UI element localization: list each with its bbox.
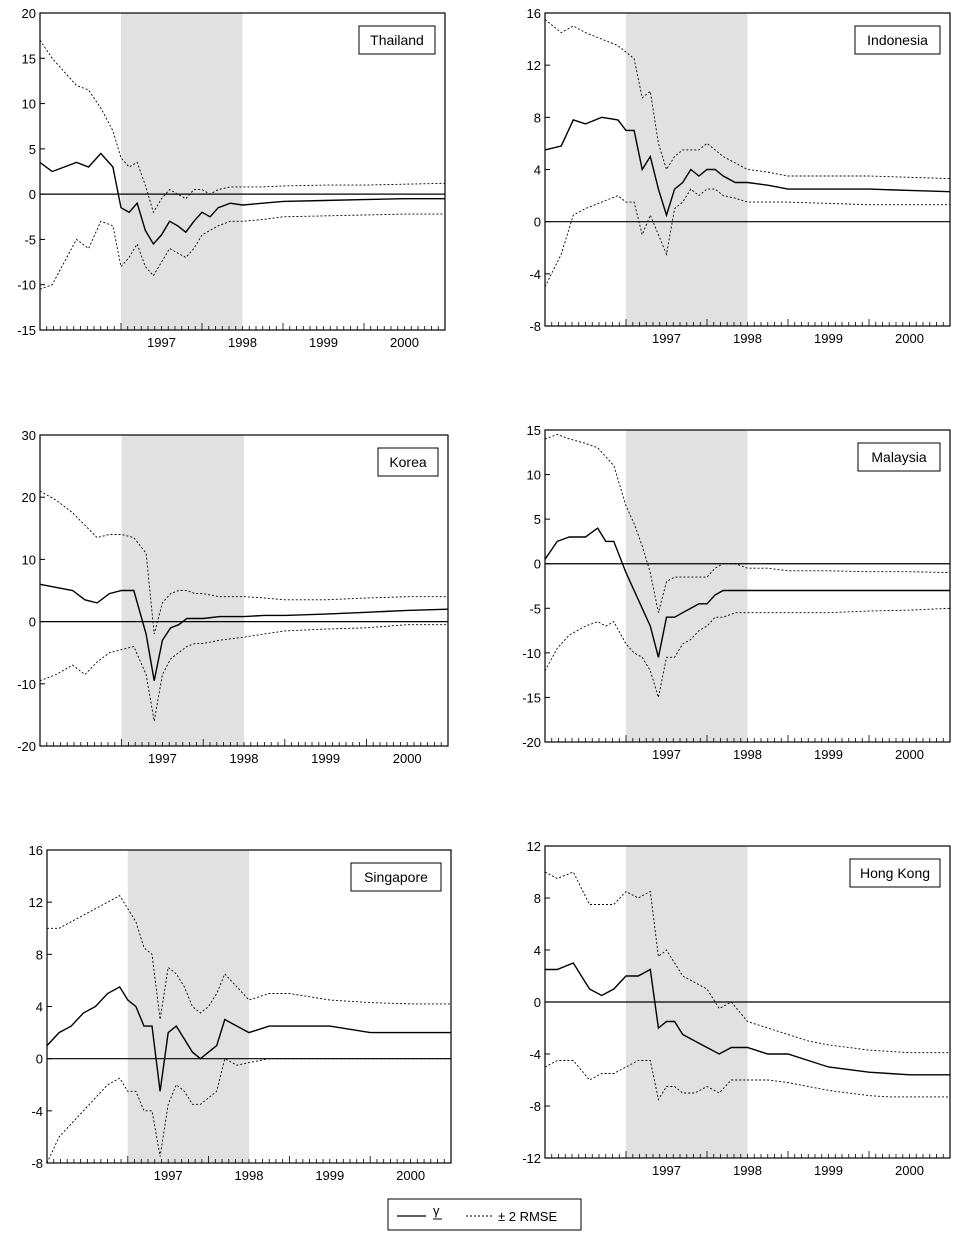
x-tick-label: 2000 [396,1168,425,1183]
shaded-period [121,13,243,330]
y-tick-label: 0 [29,187,36,202]
y-tick-label: -4 [31,1104,43,1119]
panel-malaysia: -20 -15 -10 -5 0 5 10 15 1997 1998 1999 2000 Malaysi… [522,423,950,762]
y-tick-label: 16 [29,843,43,858]
x-tick-label: 2000 [895,1163,924,1178]
y-tick-label: 4 [534,163,541,178]
x-tick-label: 2000 [895,747,924,762]
y-tick-label: -20 [17,739,36,754]
panel-thailand: -15 -10 -5 0 5 10 15 20 1997 1998 1999 2000 Thailand [17,6,445,350]
y-tick-label: 0 [534,557,541,572]
x-tick-label: 1997 [652,1163,681,1178]
y-tick-label: 30 [22,428,36,443]
y-tick-label: 5 [534,512,541,527]
x-tick-label: 2000 [390,335,419,350]
y-tick-label: -20 [522,735,541,750]
shaded-period [128,850,249,1163]
shaded-period [626,430,748,742]
y-tick-label: -4 [529,1047,541,1062]
y-tick-label: 10 [22,97,36,112]
y-tick-label: 12 [527,58,541,73]
x-tick-label: 1998 [733,1163,762,1178]
x-tick-label: 1999 [814,331,843,346]
x-tick-label: 1998 [733,331,762,346]
x-tick-label: 1997 [652,747,681,762]
y-tick-label: 8 [534,110,541,125]
x-tick-label: 1997 [652,331,681,346]
panel-hong-kong: -12 -8 -4 0 4 8 12 1997 1998 1999 2000 Hong Kong [522,839,950,1178]
panel-title: Malaysia [871,449,926,465]
x-tick-label: 1997 [147,335,176,350]
y-tick-label: 8 [36,947,43,962]
legend-band-label: ± 2 RMSE [498,1209,557,1224]
y-tick-label: -10 [522,646,541,661]
y-tick-label: 20 [22,6,36,21]
y-tick-label: -15 [17,323,36,338]
panel-title: Indonesia [867,32,928,48]
y-tick-label: 8 [534,891,541,906]
panel-singapore: -8 -4 0 4 8 12 16 1997 1998 1999 2000 Singapore [29,843,451,1183]
y-tick-label: -8 [31,1156,43,1171]
y-tick-label: -5 [529,601,541,616]
x-tick-label: 1998 [228,335,257,350]
legend-line-label: γ [433,1203,440,1218]
y-tick-label: 16 [527,6,541,21]
panel-title: Hong Kong [860,865,930,881]
y-tick-label: -5 [24,232,36,247]
x-tick-label: 1999 [814,1163,843,1178]
y-tick-label: 10 [22,552,36,567]
x-tick-label: 1997 [148,751,177,766]
y-tick-label: -10 [17,677,36,692]
panel-title: Singapore [364,869,428,885]
y-tick-label: 15 [527,423,541,438]
y-tick-label: 20 [22,490,36,505]
shaded-period [122,435,244,746]
y-tick-label: 0 [534,995,541,1010]
panel-title: Thailand [370,32,424,48]
x-tick-label: 1999 [315,1168,344,1183]
x-tick-label: 2000 [895,331,924,346]
y-tick-label: 5 [29,142,36,157]
y-tick-label: 4 [534,943,541,958]
y-tick-label: -4 [529,267,541,282]
y-tick-label: -15 [522,690,541,705]
y-tick-label: -12 [522,1151,541,1166]
y-tick-label: -10 [17,278,36,293]
x-tick-label: 1999 [311,751,340,766]
y-tick-label: 0 [29,615,36,630]
y-tick-label: -8 [529,1099,541,1114]
x-tick-label: 2000 [393,751,422,766]
panel-indonesia: -8 -4 0 4 8 12 16 1997 1998 1999 2000 Indonesia [527,6,950,346]
x-tick-label: 1998 [733,747,762,762]
x-tick-label: 1999 [309,335,338,350]
y-tick-label: 12 [29,895,43,910]
y-tick-label: 12 [527,839,541,854]
y-tick-label: 10 [527,468,541,483]
x-tick-label: 1999 [814,747,843,762]
x-tick-label: 1997 [154,1168,183,1183]
legend: γ ± 2 RMSE [388,1199,581,1230]
x-tick-label: 1998 [235,1168,264,1183]
y-tick-label: 0 [36,1052,43,1067]
y-tick-label: 4 [36,1000,43,1015]
panel-korea: -20 -10 0 10 20 30 1997 1998 1999 2000 Korea [17,428,448,766]
shaded-period [626,13,748,326]
y-tick-label: 15 [22,51,36,66]
y-tick-label: 0 [534,215,541,230]
x-tick-label: 1998 [230,751,259,766]
panel-title: Korea [389,454,427,470]
y-tick-label: -8 [529,319,541,334]
